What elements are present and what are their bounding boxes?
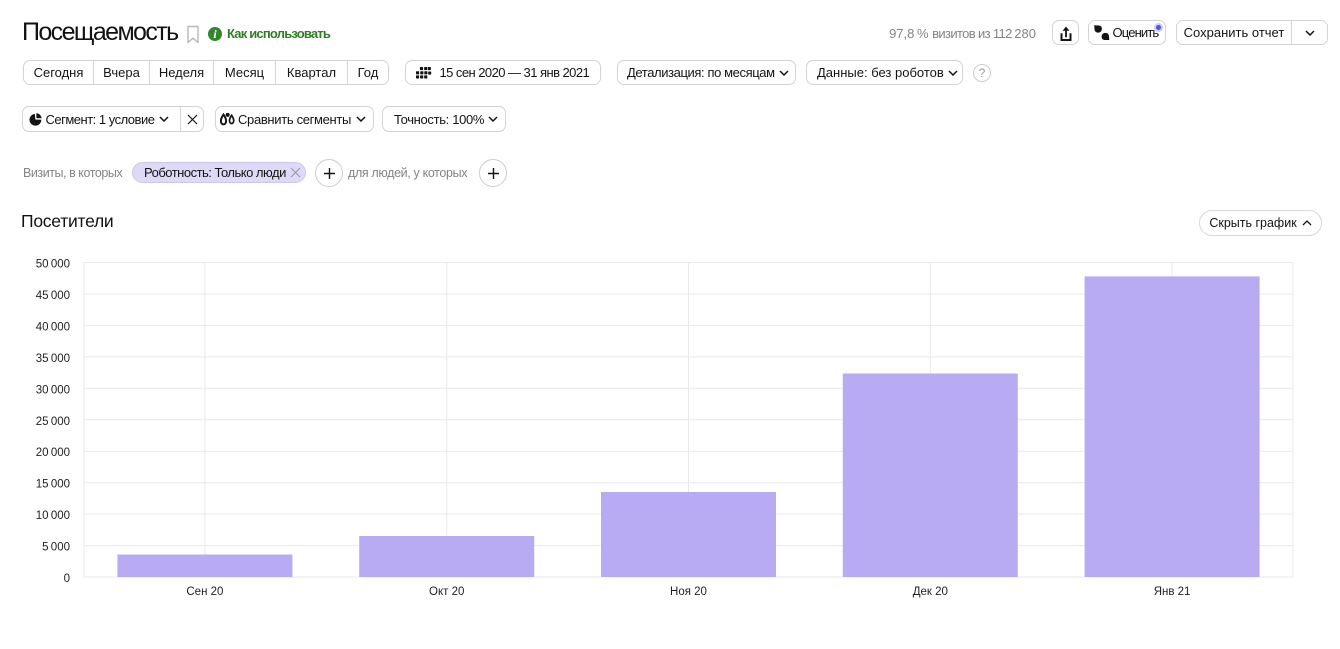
svg-text:Сен 20: Сен 20 (186, 586, 223, 598)
svg-text:5 000: 5 000 (42, 542, 70, 554)
svg-text:15 000: 15 000 (36, 479, 70, 491)
svg-text:30 000: 30 000 (36, 384, 70, 396)
svg-text:40 000: 40 000 (36, 321, 70, 333)
svg-text:35 000: 35 000 (36, 353, 70, 365)
svg-text:Окт 20: Окт 20 (429, 586, 464, 598)
svg-text:45 000: 45 000 (36, 290, 70, 302)
svg-text:0: 0 (64, 573, 70, 585)
svg-text:20 000: 20 000 (36, 447, 70, 459)
svg-text:10 000: 10 000 (36, 510, 70, 522)
svg-text:50 000: 50 000 (36, 259, 70, 271)
svg-text:Дек 20: Дек 20 (913, 586, 948, 598)
svg-text:25 000: 25 000 (36, 416, 70, 428)
svg-text:Ноя 20: Ноя 20 (670, 586, 707, 598)
svg-text:Янв 21: Янв 21 (1154, 586, 1191, 598)
